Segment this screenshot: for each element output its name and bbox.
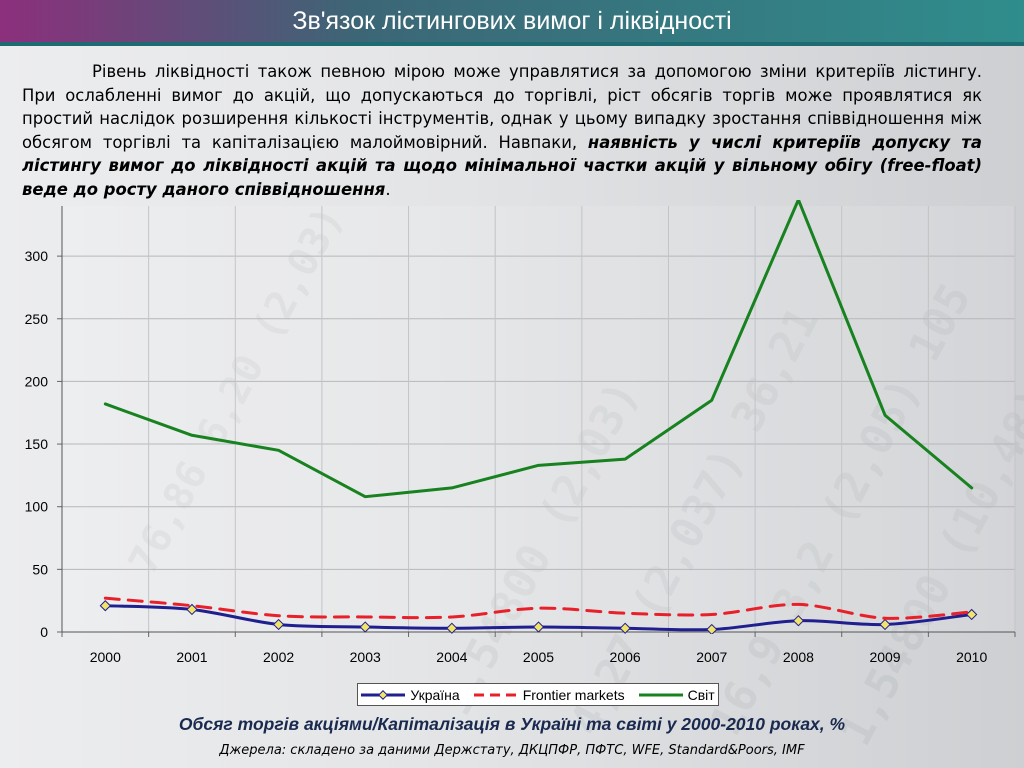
chart-caption: Обсяг торгів акціями/Капіталізація в Укр… bbox=[178, 714, 846, 734]
paragraph-emphasis: наявність у числі критеріїв допуску та л… bbox=[22, 132, 982, 199]
ukraine-data-point bbox=[619, 622, 631, 634]
y-tick-label: 50 bbox=[32, 561, 48, 577]
y-tick-label: 100 bbox=[25, 499, 49, 515]
x-tick-label: 2007 bbox=[696, 649, 727, 665]
ukraine-data-point bbox=[706, 623, 718, 634]
y-tick-label: 0 bbox=[40, 624, 48, 640]
ukraine-data-point bbox=[532, 621, 545, 633]
ukraine-data-point bbox=[879, 618, 891, 631]
y-tick-label: 250 bbox=[25, 311, 49, 327]
x-tick-label: 2005 bbox=[523, 649, 554, 665]
source-note: Джерела: складено за даними Держстату, Д… bbox=[219, 743, 805, 758]
x-tick-label: 2010 bbox=[956, 649, 987, 665]
legend-item-world: Світ bbox=[638, 686, 715, 703]
x-tick-label: 2006 bbox=[610, 649, 641, 665]
legend-swatch-ukraine bbox=[361, 689, 406, 700]
x-tick-label: 2003 bbox=[350, 649, 381, 665]
legend-item-ukraine: Україна bbox=[361, 686, 460, 703]
legend-label-ukraine: Україна bbox=[410, 686, 460, 703]
x-tick-label: 2000 bbox=[90, 649, 121, 665]
x-tick-label: 2009 bbox=[869, 649, 900, 665]
ukraine-data-point bbox=[272, 618, 285, 631]
legend-swatch-frontier bbox=[473, 693, 518, 696]
label-layer: 0 50 100 150 200 250 300 2000 2001 2002 2003 2004 20… bbox=[25, 248, 988, 665]
y-tick-label: 200 bbox=[25, 373, 49, 389]
x-tick-label: 2004 bbox=[436, 649, 467, 665]
series-frontier-markets-group bbox=[103, 596, 974, 620]
series-world-group bbox=[103, 200, 974, 499]
plot-area bbox=[62, 206, 1015, 632]
paragraph-end: . bbox=[385, 179, 391, 199]
series-layer bbox=[99, 200, 978, 634]
ukraine-data-point bbox=[966, 608, 978, 621]
ukraine-data-point bbox=[186, 603, 198, 616]
ukraine-data-point bbox=[99, 600, 111, 612]
line-chart: 0 50 100 150 200 250 300 2000 2001 2002 2003 2004 20… bbox=[25, 200, 1016, 665]
y-tick-label: 150 bbox=[25, 436, 49, 452]
x-tick-label: 2001 bbox=[176, 649, 207, 665]
chart-legend: Україна Frontier markets Світ bbox=[357, 683, 719, 706]
series-ukraine-group bbox=[99, 600, 978, 634]
slide-title: Зв'язок лістингових вимог і ліквідності bbox=[292, 7, 732, 35]
intro-paragraph: Рівень ліквідності також певною мірою мо… bbox=[22, 60, 982, 201]
series-frontier-markets-line bbox=[103, 596, 974, 620]
series-world-line bbox=[103, 200, 974, 499]
legend-swatch-world bbox=[638, 693, 683, 696]
paragraph-text: Рівень ліквідності також певною мірою мо… bbox=[22, 62, 982, 152]
title-bar: Зв'язок лістингових вимог і ліквідності bbox=[0, 0, 1024, 46]
legend-label-frontier: Frontier markets bbox=[522, 686, 625, 703]
grid-layer bbox=[61, 206, 1016, 633]
ukraine-data-point bbox=[446, 622, 458, 634]
x-tick-label: 2002 bbox=[263, 649, 294, 665]
legend-label-world: Світ bbox=[687, 686, 715, 703]
legend-item-frontier: Frontier markets bbox=[473, 686, 625, 703]
y-tick-label: 300 bbox=[25, 248, 49, 264]
ukraine-data-point bbox=[359, 621, 371, 633]
x-tick-label: 2008 bbox=[783, 649, 814, 665]
ukraine-data-point bbox=[792, 615, 805, 627]
